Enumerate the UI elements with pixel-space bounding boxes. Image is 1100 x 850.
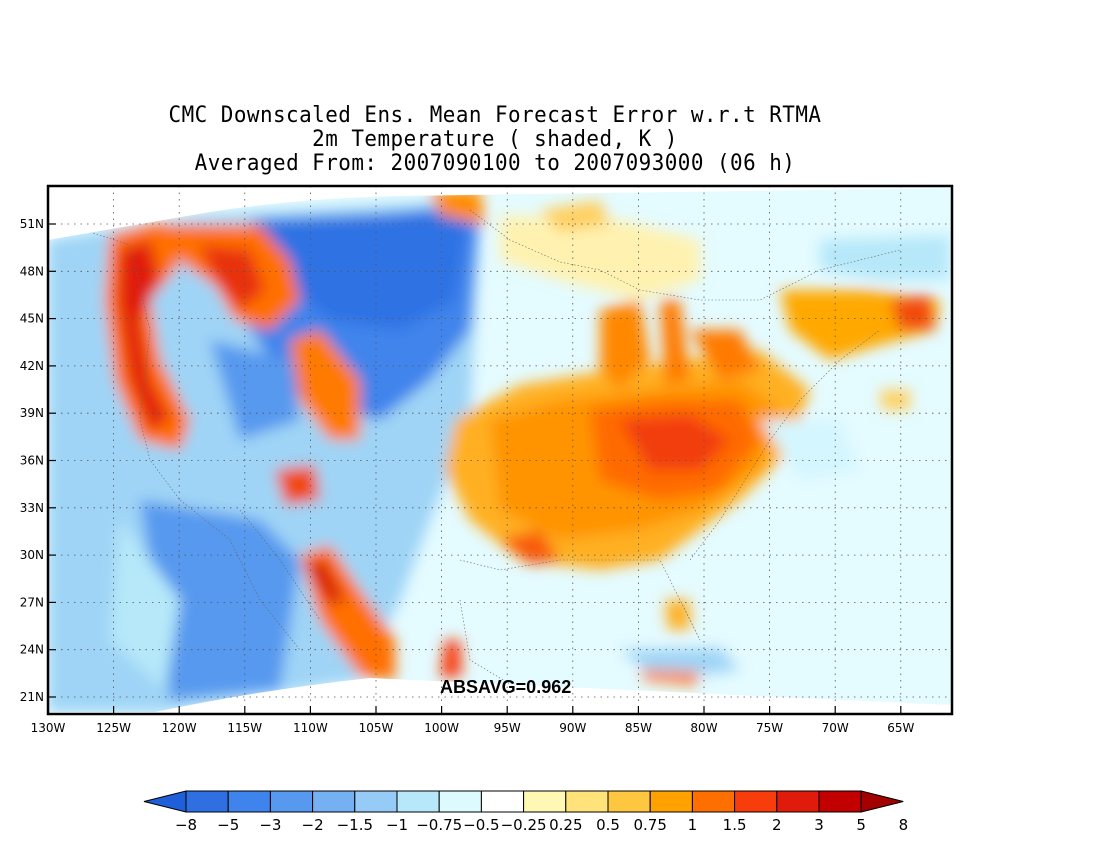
absavg-annotation: ABSAVG=0.962: [440, 677, 571, 697]
lon-tick-label: 95W: [494, 721, 521, 735]
lat-tick-label: 51N: [20, 217, 44, 231]
lat-tick-label: 27N: [20, 595, 44, 609]
colorbar-label: 5: [856, 816, 866, 834]
lon-tick-label: 125W: [96, 721, 131, 735]
lat-tick-label: 36N: [20, 454, 44, 468]
lon-tick-label: 70W: [822, 721, 849, 735]
colorbar-label: 2: [772, 816, 782, 834]
colorbar-swatch: [227, 790, 271, 813]
colorbar-label: −0.75: [416, 816, 462, 834]
colorbar-label: −1.5: [337, 816, 373, 834]
title-line-3: Averaged From: 2007090100 to 2007093000 …: [194, 151, 796, 176]
colorbar-label: −2: [302, 816, 324, 834]
colorbar-swatch: [776, 790, 820, 813]
colorbar-swatch: [396, 790, 440, 813]
lon-tick-label: 65W: [887, 721, 914, 735]
colorbar-label: 8: [899, 816, 909, 834]
lat-tick-label: 21N: [20, 690, 44, 704]
axis-labels: 130W 125W 120W 115W 110W 105W 100W 95W 90W 85W 80W…: [20, 217, 915, 735]
coastlines: [89, 209, 901, 691]
lat-tick-label: 39N: [20, 406, 44, 420]
colorbar-swatch: [649, 790, 693, 813]
colorbar-label: 0.25: [549, 816, 582, 834]
colorbar-label: 0.5: [596, 816, 620, 834]
colorbar-swatch: [312, 790, 356, 813]
colorbar-swatch: [480, 790, 525, 813]
colorbar-swatch: [354, 790, 398, 813]
grid-lines: [48, 186, 952, 714]
lon-tick-label: 105W: [359, 721, 394, 735]
colorbar-label: −1: [386, 816, 408, 834]
lat-tick-label: 45N: [20, 312, 44, 326]
colorbar-swatch: [734, 790, 778, 813]
title-line-2: 2m Temperature ( shaded, K ): [312, 127, 678, 152]
colorbar-swatch: [438, 790, 482, 813]
temperature-error-field: [48, 186, 952, 714]
lon-tick-label: 90W: [559, 721, 586, 735]
colorbar-swatch: [185, 790, 229, 813]
colorbar-swatch: [691, 790, 736, 813]
colorbar-arrow-high: [860, 790, 904, 813]
colorbar: −8 −5 −3 −2 −1.5 −1 −0.75 −0.5 −0.25 0.25 0.5 0.75 1…: [143, 790, 909, 834]
colorbar-label: 1.5: [723, 816, 747, 834]
lat-tick-label: 24N: [20, 643, 44, 657]
lon-tick-label: 85W: [625, 721, 652, 735]
colorbar-swatch: [607, 790, 651, 813]
lon-tick-label: 115W: [227, 721, 262, 735]
colorbar-label: −5: [217, 816, 239, 834]
map-frame: [46, 184, 954, 716]
lat-tick-label: 33N: [20, 501, 44, 515]
lon-tick-label: 100W: [424, 721, 459, 735]
colorbar-label: −0.25: [501, 816, 547, 834]
lat-tick-label: 48N: [20, 264, 44, 278]
lon-tick-label: 75W: [756, 721, 783, 735]
lat-tick-label: 42N: [20, 359, 44, 373]
lon-tick-label: 80W: [690, 721, 717, 735]
colorbar-label: 1: [688, 816, 698, 834]
colorbar-label: 0.75: [633, 816, 666, 834]
colorbar-label: −3: [259, 816, 281, 834]
lat-tick-label: 30N: [20, 548, 44, 562]
colorbar-label: −8: [175, 816, 197, 834]
lon-tick-label: 110W: [293, 721, 328, 735]
colorbar-arrow-low: [143, 790, 187, 813]
colorbar-swatch: [818, 790, 862, 813]
colorbar-swatch: [523, 790, 567, 813]
colorbar-swatch: [269, 790, 314, 813]
colorbar-label: 3: [814, 816, 824, 834]
title-line-1: CMC Downscaled Ens. Mean Forecast Error …: [168, 103, 822, 128]
colorbar-swatch: [565, 790, 609, 813]
lon-tick-label: 120W: [162, 721, 197, 735]
colorbar-label: −0.5: [463, 816, 499, 834]
lon-tick-label: 130W: [31, 721, 66, 735]
